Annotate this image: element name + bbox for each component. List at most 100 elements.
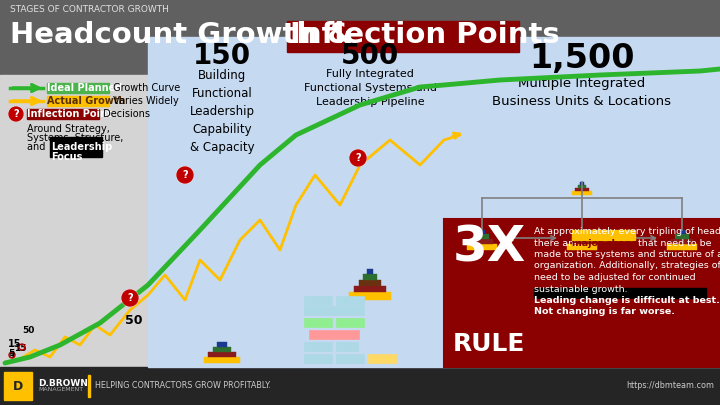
Bar [675,234,689,239]
Bar [567,244,598,250]
Text: Inflection Point: Inflection Point [27,109,112,119]
Text: Headcount Growth &: Headcount Growth & [10,21,363,49]
Bar [287,21,519,52]
Bar [204,357,240,363]
Circle shape [122,290,138,306]
Text: 3X: 3X [452,224,526,272]
Text: major changes: major changes [572,239,650,247]
Bar [444,37,720,367]
Bar [571,239,593,244]
Text: HELPING CONTRACTORS GROW PROFITABLY.: HELPING CONTRACTORS GROW PROFITABLY. [95,382,271,390]
Text: Inflection Points: Inflection Points [290,21,559,49]
Bar [213,347,231,352]
Text: 150: 150 [193,42,251,70]
Text: there are: there are [534,239,581,247]
Bar [304,342,332,351]
Circle shape [350,150,366,166]
Text: 500: 500 [341,42,399,70]
Bar [534,299,669,309]
Bar [572,191,592,195]
Bar [336,354,364,363]
Text: Leadership: Leadership [51,142,112,152]
Text: 5: 5 [8,349,14,358]
Bar [679,230,685,234]
Text: Actual Growth: Actual Growth [47,96,125,106]
Text: 50: 50 [22,326,35,335]
Text: Leading change is difficult at best.: Leading change is difficult at best. [534,296,720,305]
Bar [671,239,693,244]
Text: that need to be: that need to be [635,239,711,247]
Text: D: D [13,379,23,392]
Text: and: and [27,142,48,152]
Bar [534,288,706,298]
Text: Varies Widely: Varies Widely [110,96,179,106]
Bar [304,354,332,363]
Text: Systems, Structure,: Systems, Structure, [27,133,123,143]
Bar [309,330,359,339]
Text: Around Strategy,: Around Strategy, [27,124,110,134]
Text: sustainable growth.: sustainable growth. [534,284,631,294]
Text: https://dbmteam.com: https://dbmteam.com [626,382,714,390]
Text: need to be adjusted for continued: need to be adjusted for continued [534,273,696,282]
Bar [336,296,364,305]
Text: STAGES OF CONTRACTOR GROWTH: STAGES OF CONTRACTOR GROWTH [10,5,169,14]
Bar [148,37,296,367]
Text: Growth Curve: Growth Curve [110,83,180,93]
Bar [575,188,589,191]
Bar [471,239,493,244]
Text: Not changing is far worse.: Not changing is far worse. [534,307,675,316]
Text: RULE: RULE [453,332,525,356]
Bar [359,279,381,286]
Text: Focus: Focus [51,152,82,162]
Bar [579,230,585,234]
Bar [366,269,374,274]
Text: At approximately every tripling of headcount: At approximately every tripling of headc… [534,227,720,236]
Bar [580,182,584,185]
Circle shape [177,167,193,183]
Text: Multiple Integrated
Business Units & Locations: Multiple Integrated Business Units & Loc… [492,77,672,108]
Bar [296,37,444,367]
Bar [336,342,358,351]
Text: MANAGEMENT: MANAGEMENT [38,387,83,392]
Bar [88,375,90,397]
Text: Fully Integrated
Functional Systems and
Leadership Pipeline: Fully Integrated Functional Systems and … [304,69,436,107]
Bar [444,219,720,367]
Bar [47,83,109,93]
Bar [368,354,396,363]
Text: Decisions: Decisions [100,109,150,119]
Text: 50: 50 [125,313,143,326]
Text: ?: ? [13,109,19,119]
Bar [354,286,386,292]
Bar [577,185,586,188]
Bar [479,230,485,234]
Bar [217,342,227,347]
Text: 15: 15 [14,344,27,353]
Text: made to the systems and structure of an: made to the systems and structure of an [534,250,720,259]
Bar [0,367,720,405]
Text: 1,500: 1,500 [529,42,635,75]
Bar [304,306,364,315]
Bar [27,109,99,119]
Text: Building
Functional
Leadership
Capability
& Capacity: Building Functional Leadership Capabilit… [189,69,254,154]
Bar [0,0,720,75]
Bar [348,292,391,300]
Bar [667,244,697,250]
Text: ?: ? [355,153,361,163]
Bar [363,274,377,279]
Bar [304,296,332,305]
Bar [575,234,589,239]
Bar [475,234,489,239]
Text: D.BROWN: D.BROWN [38,379,88,388]
Bar [572,230,635,240]
Bar [0,75,720,367]
Circle shape [9,107,23,121]
Text: 15: 15 [8,339,22,349]
Text: Ideal Planned: Ideal Planned [47,83,122,93]
Text: organization. Additionally, strategies often: organization. Additionally, strategies o… [534,262,720,271]
Bar [304,318,332,327]
Text: ?: ? [182,170,188,180]
Bar [50,137,102,157]
Bar [4,372,32,400]
Bar [208,352,235,357]
Bar [467,244,498,250]
